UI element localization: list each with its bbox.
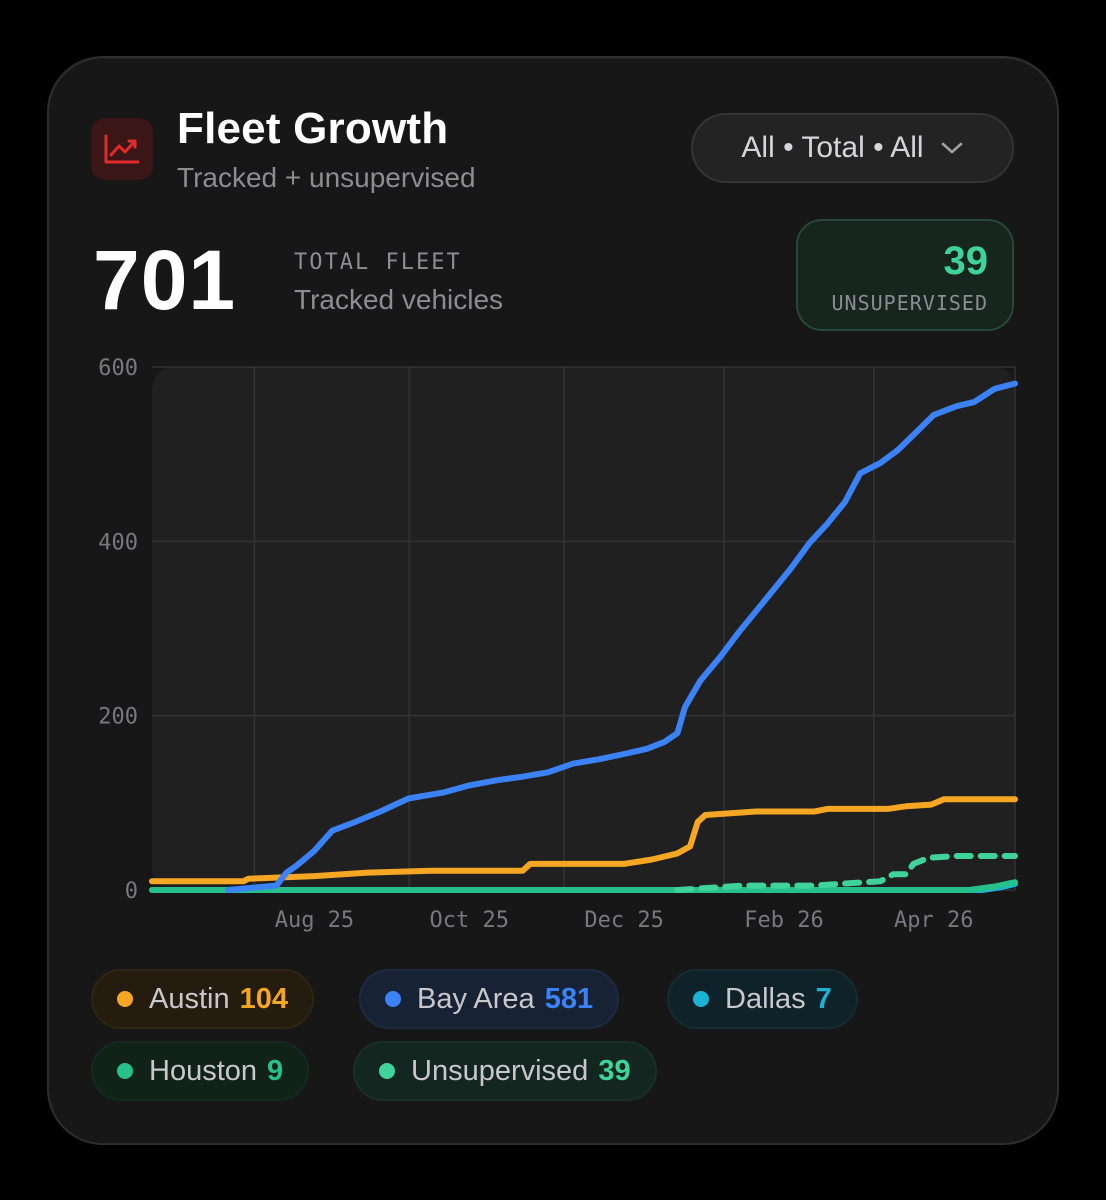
x-tick-label: Dec 25: [584, 908, 663, 933]
y-tick-label: 200: [98, 705, 138, 730]
legend-value: 581: [544, 982, 594, 1015]
legend-item-houston[interactable]: Houston 9: [91, 1041, 310, 1101]
plot-area: [152, 367, 1015, 890]
legend-item-austin[interactable]: Austin 104: [91, 969, 314, 1029]
legend-item-dallas[interactable]: Dallas 7: [667, 969, 858, 1029]
unsupervised-value: 39: [943, 239, 989, 283]
legend-item-bay-area[interactable]: Bay Area 581: [359, 969, 620, 1029]
legend-label: Dallas: [725, 982, 806, 1015]
series-line-unsupervised: [674, 853, 1018, 893]
legend-label: Austin: [149, 982, 230, 1015]
legend-dot-icon: [117, 1063, 133, 1079]
series-line-austin: [149, 796, 1018, 885]
chevron-down-icon: [940, 141, 964, 155]
legend-value: 39: [598, 1054, 631, 1087]
x-tick-label: Aug 25: [275, 908, 354, 933]
card-title: Fleet Growth: [177, 104, 449, 153]
legend-dot-icon: [379, 1063, 395, 1079]
trending-up-icon: [91, 118, 153, 180]
legend-label: Bay Area: [417, 982, 535, 1015]
series-line-bay-area: [225, 380, 1018, 893]
total-fleet-label: TOTAL FLEET: [294, 250, 462, 275]
filter-dropdown-button[interactable]: All • Total • All: [691, 113, 1014, 183]
legend-item-unsupervised[interactable]: Unsupervised 39: [353, 1041, 657, 1101]
legend-value: 9: [267, 1054, 284, 1087]
filter-label: All • Total • All: [741, 131, 924, 164]
legend-value: 7: [815, 982, 832, 1015]
legend-dot-icon: [385, 991, 401, 1007]
unsupervised-badge: 39 UNSUPERVISED: [796, 219, 1014, 331]
series-line-houston: [149, 879, 1018, 893]
total-fleet-value: 701: [93, 233, 237, 327]
legend-label: Houston: [149, 1054, 258, 1087]
fleet-growth-chart: 0 200 400 600 Aug 25 Oct 25 Dec 25 Feb 26 Apr 26: [98, 356, 1018, 933]
legend-dot-icon: [693, 991, 709, 1007]
x-tick-label: Feb 26: [744, 908, 823, 933]
total-fleet-sublabel: Tracked vehicles: [294, 284, 504, 315]
unsupervised-label: UNSUPERVISED: [831, 291, 988, 315]
y-tick-label: 0: [125, 879, 138, 904]
x-tick-label: Apr 26: [894, 908, 973, 933]
y-tick-label: 600: [98, 356, 138, 381]
card-subtitle: Tracked + unsupervised: [177, 162, 476, 193]
x-tick-label: Oct 25: [430, 908, 509, 933]
legend-label: Unsupervised: [411, 1054, 589, 1087]
y-tick-label: 400: [98, 530, 138, 555]
legend-value: 104: [239, 982, 288, 1015]
legend-dot-icon: [117, 991, 133, 1007]
